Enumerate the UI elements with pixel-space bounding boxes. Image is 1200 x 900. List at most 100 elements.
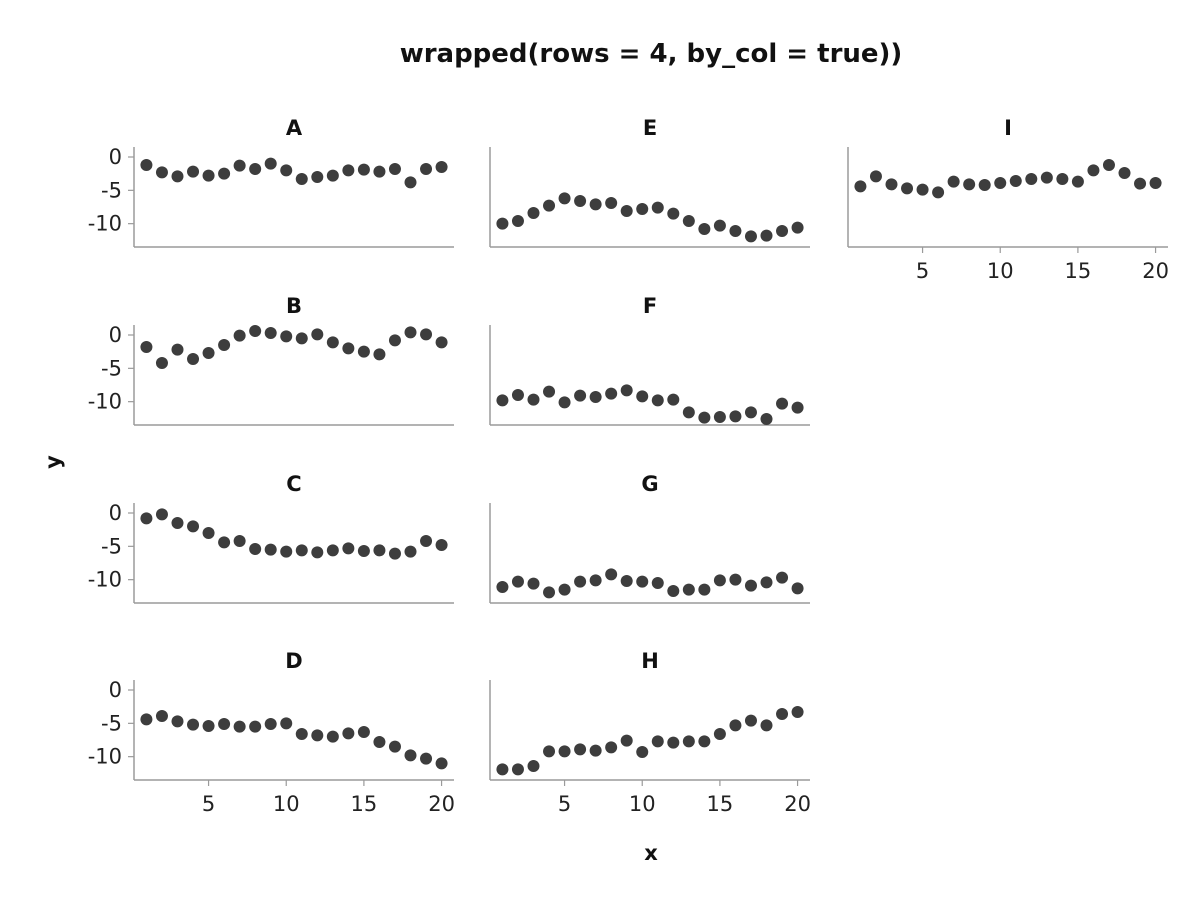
data-point-H-19 [776, 708, 789, 720]
data-point-A-12 [311, 171, 324, 183]
data-point-B-19 [420, 328, 433, 341]
y-tick-label: 0 [109, 501, 122, 525]
data-point-C-7 [233, 535, 246, 547]
facet-title-B: B [286, 294, 302, 318]
data-point-G-10 [636, 575, 649, 588]
data-point-A-9 [264, 157, 277, 170]
data-point-B-14 [342, 342, 355, 355]
y-tick-label: 0 [109, 323, 122, 347]
facet-panel-H: H 5 10 15 20 [489, 649, 811, 816]
y-tick-label: -10 [88, 390, 122, 414]
y-tick-label: -5 [101, 711, 122, 735]
data-point-G-16 [729, 573, 742, 586]
facet-panel-C: C 0 -5 -10 [88, 472, 454, 604]
data-point-I-8 [963, 178, 976, 191]
data-point-H-16 [729, 719, 742, 732]
data-point-C-10 [280, 545, 293, 558]
data-point-F-6 [574, 389, 587, 402]
data-point-B-17 [388, 334, 401, 347]
data-point-D-5 [202, 720, 215, 732]
data-point-A-6 [218, 167, 231, 180]
data-point-E-6 [574, 195, 587, 207]
data-point-A-1 [140, 159, 153, 171]
x-tick-label: 5 [916, 259, 929, 283]
y-tick-label: -5 [101, 534, 122, 558]
data-point-D-18 [404, 749, 417, 762]
facet-panel-A: A 0 -5 -10 [88, 116, 454, 248]
data-point-E-3 [527, 207, 540, 219]
data-point-E-1 [496, 217, 509, 230]
facet-panel-I: I 5 10 15 20 [847, 116, 1169, 283]
data-point-F-16 [729, 410, 742, 423]
x-tick-label: 15 [707, 792, 734, 816]
data-point-I-2 [869, 170, 882, 183]
data-point-A-2 [155, 166, 168, 179]
data-point-C-11 [295, 544, 308, 557]
data-point-H-13 [682, 735, 695, 748]
data-point-C-6 [218, 536, 231, 549]
data-point-D-6 [218, 718, 231, 730]
facet-title-I: I [1004, 116, 1012, 140]
y-tick-label: 0 [109, 678, 122, 702]
data-point-E-2 [511, 215, 524, 227]
data-point-B-2 [155, 357, 168, 369]
data-point-B-8 [249, 325, 262, 337]
data-point-D-7 [233, 720, 246, 733]
data-point-G-13 [682, 583, 695, 596]
x-tick-label: 15 [1065, 259, 1092, 283]
data-point-A-4 [187, 165, 200, 178]
data-point-C-15 [357, 545, 370, 557]
data-point-A-3 [171, 170, 184, 183]
x-tick-label: 10 [987, 259, 1014, 283]
data-point-F-17 [744, 406, 757, 419]
facet-title-E: E [643, 116, 657, 140]
y-tick-label: 0 [109, 145, 122, 169]
data-point-B-4 [187, 353, 200, 365]
data-point-D-2 [155, 710, 168, 722]
data-point-G-17 [744, 579, 757, 592]
data-point-I-1 [854, 180, 867, 193]
facet-title-G: G [641, 472, 658, 496]
y-tick-label: -5 [101, 356, 122, 380]
x-tick-label: 20 [428, 792, 455, 816]
data-point-D-9 [264, 718, 277, 730]
data-point-E-15 [713, 219, 726, 232]
facet-title-D: D [285, 649, 302, 673]
data-point-A-5 [202, 169, 215, 182]
data-point-D-12 [311, 729, 324, 742]
data-point-A-13 [326, 169, 339, 182]
data-point-G-5 [558, 583, 571, 596]
data-point-C-20 [435, 539, 448, 551]
data-point-G-14 [698, 583, 711, 596]
data-point-E-10 [636, 203, 649, 215]
data-point-C-4 [187, 520, 200, 533]
facet-panel-B: B 0 -5 -10 [88, 294, 454, 426]
data-point-G-11 [651, 577, 664, 589]
data-point-A-19 [420, 163, 433, 175]
facet-title-F: F [643, 294, 657, 318]
data-point-F-15 [713, 411, 726, 423]
data-point-H-3 [527, 760, 540, 772]
data-point-F-12 [667, 393, 680, 406]
facet-panel-D: D 0 -5 -10 5 10 15 20 [88, 649, 455, 816]
y-tick-label: -10 [88, 568, 122, 592]
facet-title-C: C [286, 472, 301, 496]
data-point-A-20 [435, 161, 448, 173]
data-point-A-10 [280, 164, 293, 177]
facet-title-A: A [286, 116, 303, 140]
data-point-E-18 [760, 229, 773, 242]
data-point-A-11 [295, 173, 308, 185]
data-point-B-3 [171, 343, 184, 356]
data-point-A-18 [404, 176, 417, 189]
facet-panel-F: F [489, 294, 810, 426]
data-point-G-3 [527, 577, 540, 590]
data-point-E-16 [729, 225, 742, 237]
facet-title-H: H [641, 649, 659, 673]
data-point-I-18 [1118, 167, 1131, 179]
data-point-G-19 [776, 571, 789, 584]
data-point-F-5 [558, 396, 571, 409]
data-point-B-20 [435, 336, 448, 349]
facet-panels: A 0 -5 -10 B 0 -5 -10 C 0 -5 -10 D 0 -5 -10 5 10 15 20 E F G H 5… [88, 116, 1169, 816]
data-point-C-16 [373, 544, 386, 557]
